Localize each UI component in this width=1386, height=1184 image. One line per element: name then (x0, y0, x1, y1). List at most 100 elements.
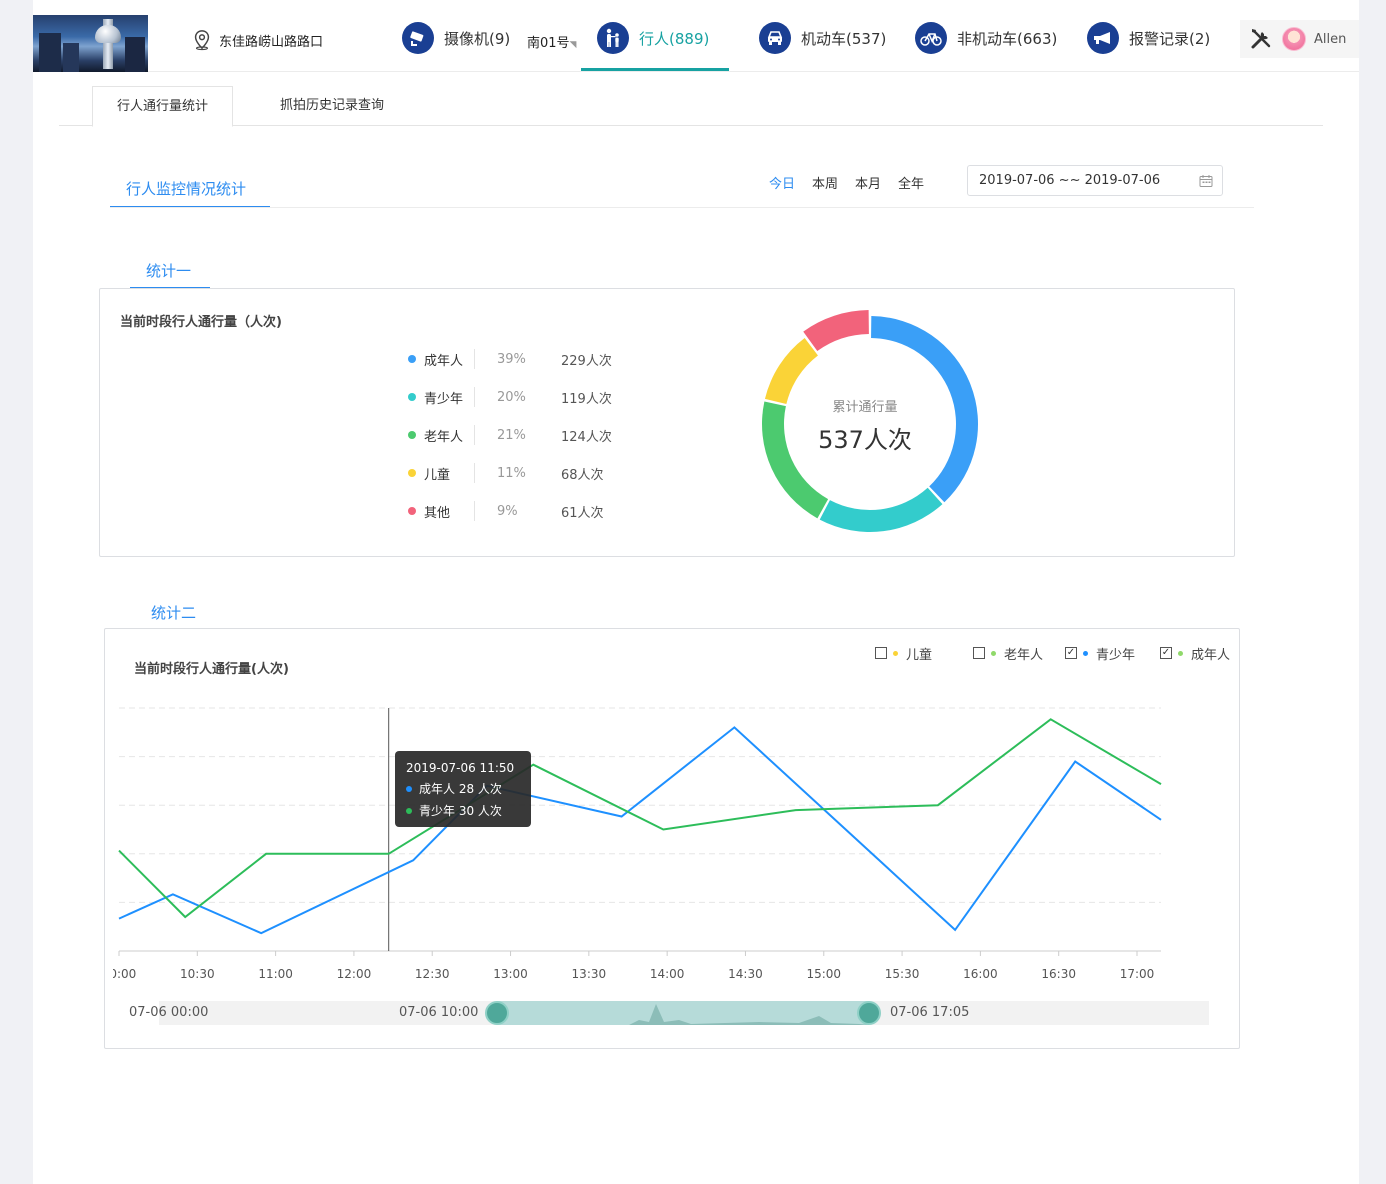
slider-from-label: 07-06 10:00 (399, 1005, 479, 1020)
top-header: 东佳路崂山路路口 摄像机(9) 南01号◥ (33, 14, 1359, 72)
x-tick-label: 13:00 (493, 967, 528, 981)
stat1-card (99, 288, 1235, 557)
donut-chart (762, 310, 978, 532)
tooltip-row: 青少年 30 人次 (419, 804, 502, 818)
legend-label: 青少年 (1096, 647, 1136, 663)
nav-non-motor-vehicle[interactable]: 非机动车(663) (915, 22, 1057, 54)
dropdown-caret-icon: ◥ (569, 40, 577, 50)
legend-dot (1083, 650, 1088, 656)
checkbox[interactable] (973, 647, 985, 659)
date-range-picker[interactable]: 2019-07-06 ~~ 2019-07-06 (967, 165, 1223, 196)
time-range-slider[interactable] (159, 1000, 1209, 1026)
legend-count: 119人次 (561, 391, 612, 407)
nav-alarm-records[interactable]: 报警记录(2) (1087, 22, 1210, 54)
legend-name: 老年人 (424, 429, 464, 445)
checkbox-checked[interactable]: ✓ (1160, 647, 1172, 659)
active-nav-underline (581, 68, 729, 71)
donut-slice[interactable] (803, 310, 869, 352)
nav-pedestrian[interactable]: 行人(889) (597, 22, 709, 54)
legend-dot (408, 431, 416, 439)
legend-percent: 9% (497, 503, 518, 519)
period-week[interactable]: 本周 (812, 177, 839, 192)
donut-slice[interactable] (764, 338, 818, 405)
stat1-card-title: 当前时段行人通行量（人次) (120, 315, 282, 330)
donut-slice[interactable] (819, 487, 943, 532)
checkbox-checked[interactable]: ✓ (1065, 647, 1077, 659)
stat2-card (104, 628, 1240, 1049)
slider-handle-end[interactable] (857, 1001, 881, 1025)
legend-percent: 21% (497, 427, 526, 443)
donut-center-value: 537人次 (818, 426, 912, 454)
section-divider (110, 207, 1254, 208)
legend-count: 124人次 (561, 429, 612, 445)
camera-select-value: 南01号 (527, 36, 570, 51)
nav-camera[interactable]: 摄像机(9) (402, 22, 510, 54)
location-pin-icon (194, 30, 210, 51)
donut-center-label: 累计通行量 (832, 400, 898, 415)
x-tick-label: 14:30 (728, 967, 763, 981)
legend-name: 成年人 (424, 353, 464, 369)
app-logo[interactable] (33, 15, 148, 72)
date-range-value: 2019-07-06 ~~ 2019-07-06 (979, 173, 1161, 188)
legend-dot (408, 469, 416, 477)
legend-child[interactable]: 儿童 (875, 644, 932, 663)
legend-elderly[interactable]: 老年人 (973, 644, 1044, 663)
legend-dot (408, 507, 416, 515)
legend-teen[interactable]: ✓ 青少年 (1065, 644, 1136, 663)
period-today[interactable]: 今日 (769, 177, 796, 192)
legend-dot (408, 355, 416, 363)
bicycle-icon (915, 22, 947, 54)
camera-select[interactable]: 南01号◥ (527, 32, 576, 51)
line-chart: 0153045607510:0010:3011:0012:0012:3013:0… (113, 707, 1162, 981)
user-avatar[interactable] (1282, 27, 1306, 51)
stat1-tab[interactable]: 统计一 (146, 262, 192, 280)
location-name: 东佳路崂山路路口 (219, 34, 324, 50)
legend-count: 68人次 (561, 467, 604, 483)
calendar-icon (1199, 175, 1213, 187)
nav-motor-vehicle-label: 机动车(537) (801, 29, 887, 48)
period-month[interactable]: 本月 (855, 177, 882, 192)
user-toolbar: Allen (1240, 20, 1359, 58)
chart-tooltip: 2019-07-06 11:50 成年人 28 人次 青少年 30 人次 (395, 751, 531, 827)
legend-row-adult: 成年人 39% 229人次 (408, 349, 612, 369)
x-tick-label: 12:30 (415, 967, 450, 981)
period-year[interactable]: 全年 (898, 177, 925, 192)
stat2-card-title: 当前时段行人通行量(人次) (134, 662, 289, 677)
x-tick-label: 12:00 (337, 967, 372, 981)
x-tick-label: 17:00 (1120, 967, 1155, 981)
x-tick-label: 11:00 (258, 967, 293, 981)
checkbox[interactable] (875, 647, 887, 659)
nav-motor-vehicle[interactable]: 机动车(537) (759, 22, 886, 54)
x-tick-label: 16:30 (1041, 967, 1076, 981)
donut-slice[interactable] (871, 316, 978, 503)
location-indicator[interactable]: 东佳路崂山路路口 (191, 28, 323, 52)
legend-dot (408, 393, 416, 401)
donut-slice[interactable] (762, 401, 829, 519)
stat2-tab[interactable]: 统计二 (151, 604, 197, 622)
tooltip-title: 2019-07-06 11:50 (406, 761, 515, 775)
period-filter: 今日 本周 本月 全年 (769, 173, 941, 192)
x-tick-label: 10:00 (113, 967, 136, 981)
x-tick-label: 14:00 (650, 967, 685, 981)
legend-row-teen: 青少年 20% 119人次 (408, 387, 612, 407)
x-tick-label: 10:30 (180, 967, 215, 981)
slider-handle-start[interactable] (485, 1001, 509, 1025)
main-tabs: 行人通行量统计 抓拍历史记录查询 (59, 86, 1323, 127)
pedestrian-icon (597, 22, 629, 54)
username[interactable]: Allen (1314, 31, 1347, 47)
tab-pedestrian-traffic-stats[interactable]: 行人通行量统计 (92, 86, 234, 127)
x-tick-label: 16:00 (963, 967, 998, 981)
legend-name: 青少年 (424, 391, 464, 407)
nav-pedestrian-label: 行人(889) (639, 29, 710, 48)
nav-non-motor-vehicle-label: 非机动车(663) (957, 29, 1058, 48)
tools-icon[interactable] (1248, 26, 1274, 52)
tab-capture-history[interactable]: 抓拍历史记录查询 (280, 98, 385, 113)
legend-name: 其他 (424, 505, 451, 521)
camera-icon (402, 22, 434, 54)
legend-dot (1178, 650, 1183, 656)
series-line[interactable] (118, 726, 1162, 935)
car-icon (759, 22, 791, 54)
legend-adult[interactable]: ✓ 成年人 (1160, 644, 1230, 663)
legend-label: 老年人 (1004, 647, 1044, 663)
series-line[interactable] (118, 718, 1162, 919)
